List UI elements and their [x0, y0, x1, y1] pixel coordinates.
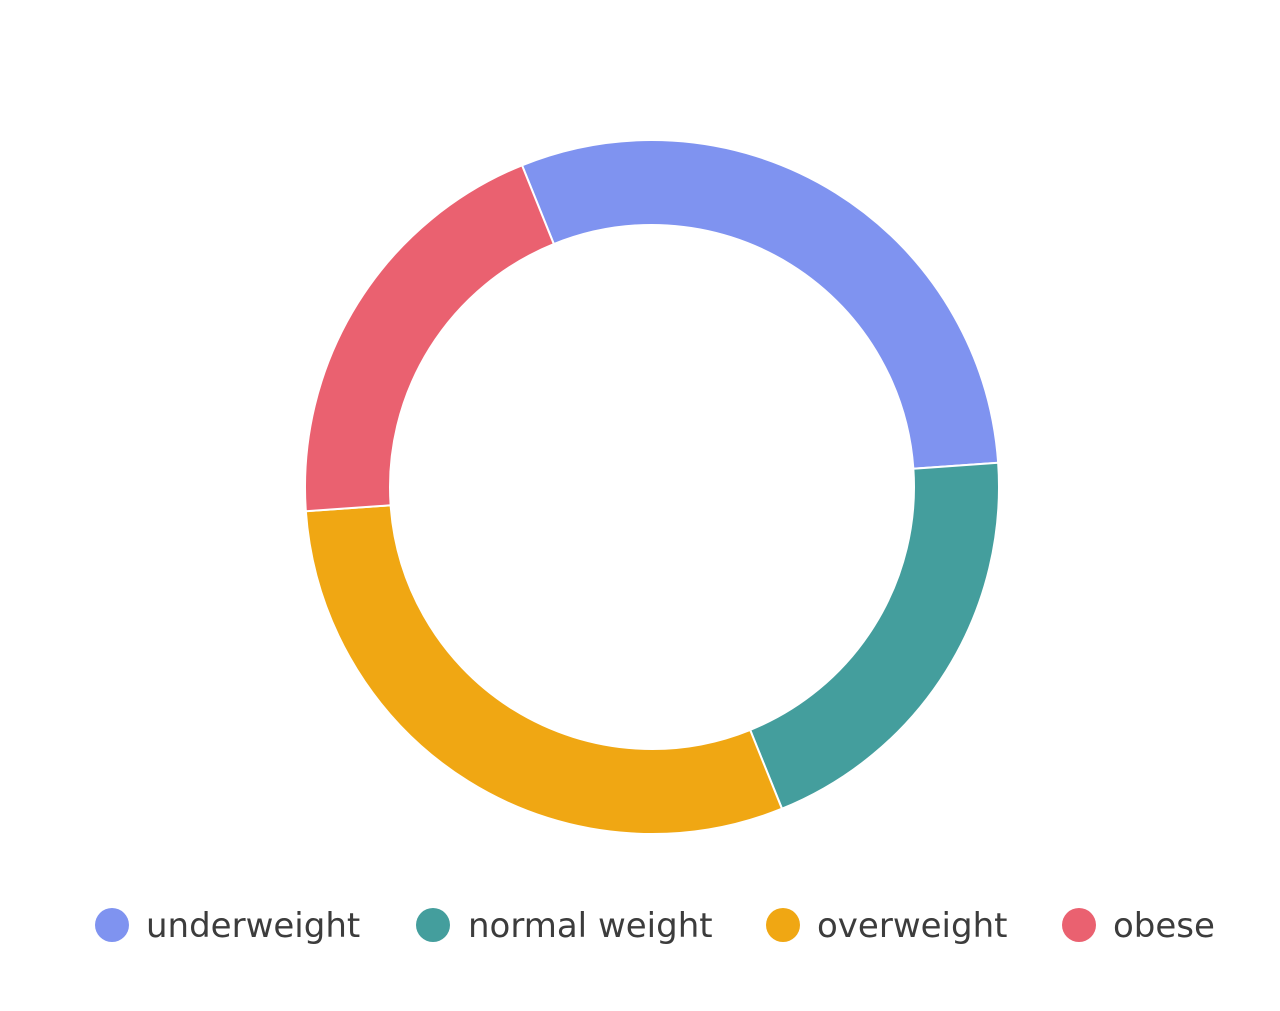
- legend-item-overweight[interactable]: overweight: [766, 906, 1007, 946]
- legend-marker-overweight: [766, 908, 800, 942]
- legend-label-obese: obese: [1113, 906, 1215, 946]
- slice-overweight[interactable]: [304, 504, 784, 835]
- legend-label-underweight: underweight: [146, 906, 360, 946]
- legend-marker-normal-weight: [416, 908, 450, 942]
- legend-marker-underweight: [95, 908, 129, 942]
- legend-item-normal-weight[interactable]: normal weight: [416, 906, 713, 946]
- slice-obese[interactable]: [304, 163, 556, 513]
- slice-normal-weight[interactable]: [748, 461, 1000, 811]
- legend-marker-obese: [1062, 908, 1096, 942]
- slice-underweight[interactable]: [520, 139, 1000, 470]
- legend-item-underweight[interactable]: underweight: [95, 906, 360, 946]
- legend-label-normal-weight: normal weight: [468, 906, 713, 946]
- donut-slices: [304, 139, 1000, 835]
- legend-label-overweight: overweight: [817, 906, 1007, 946]
- legend-item-obese[interactable]: obese: [1062, 906, 1215, 946]
- chart-legend: underweight normal weight overweight obe…: [95, 906, 1215, 946]
